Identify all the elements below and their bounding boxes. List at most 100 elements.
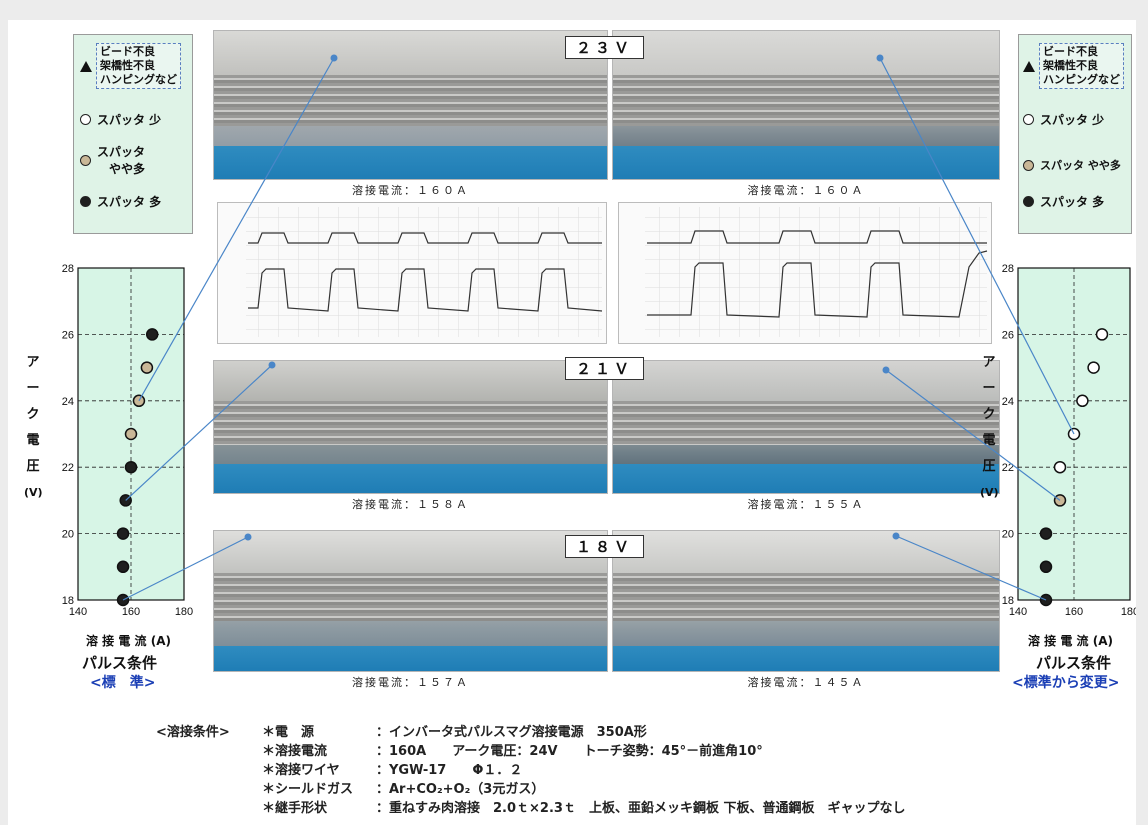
data-point	[140, 361, 154, 374]
data-point	[1039, 560, 1053, 574]
triangle-icon	[1023, 60, 1035, 72]
y-tick-label: 24	[62, 396, 74, 408]
legend-text: やや多	[109, 162, 146, 176]
waveform-std-23v	[217, 202, 607, 344]
graph-subtitle-left: <標 準>	[90, 675, 156, 691]
plate-band	[214, 463, 607, 493]
legend-text: ビード不良	[100, 45, 155, 58]
x-axis-label-left: 溶 接 電 流 (A)	[86, 634, 171, 648]
condition-label: ＊シールドガス	[262, 782, 354, 797]
waveform-chg-23v	[618, 202, 992, 344]
y-axis-label-right: ア ー ク 電 圧 (V)	[980, 350, 999, 506]
legend-text: スパッタ 少	[97, 113, 162, 127]
x-tick-label: 180	[175, 606, 193, 618]
bead-photo-std-21v: 溶接電流：１５８Ａ	[213, 360, 608, 511]
x-tick-label: 140	[1009, 606, 1027, 618]
legend-right: ビード不良 架橋性不良 ハンピングなど スパッタ 少 スパッタ やや多 スパッタ…	[1018, 34, 1132, 234]
photo-caption: 溶接電流：１６０Ａ	[352, 184, 469, 197]
legend-dark-row: スパッタ 多	[1023, 193, 1104, 210]
condition-value: ：重ねすみ肉溶接 2.0ｔ×2.3ｔ 上板、亜鉛メッキ鋼板 下板、普通鋼板 ギャ…	[376, 801, 906, 816]
plate-band	[214, 146, 607, 179]
data-point	[1039, 527, 1053, 540]
y-label-char: ク	[26, 407, 40, 422]
y-label-char: ー	[26, 381, 40, 396]
graph-title-left: パルス条件	[82, 654, 158, 672]
voltage-label-23v: ２３Ｖ	[565, 36, 645, 59]
plate-band	[214, 645, 607, 671]
legend-text: スパッタ 少	[1040, 113, 1105, 127]
legend-text: ハンピングなど	[100, 73, 177, 86]
weld-bead	[613, 400, 999, 446]
condition-value: ：Ar+CO₂+O₂（3元ガス）	[376, 782, 545, 797]
data-point	[124, 460, 138, 474]
y-label-char: ー	[982, 381, 996, 396]
data-point	[1087, 361, 1100, 374]
triangle-icon	[80, 60, 92, 72]
y-tick-label: 26	[1002, 329, 1014, 341]
legend-text: ハンピングなど	[1043, 73, 1120, 86]
plate-band	[613, 463, 999, 493]
voltage-label-18v: １８Ｖ	[565, 535, 645, 558]
y-label-char: 電	[26, 433, 40, 448]
tan-circle-icon	[1023, 159, 1034, 171]
graph-title-right: パルス条件	[1036, 654, 1112, 672]
weld-bead	[214, 400, 607, 446]
photo-caption: 溶接電流：１５８Ａ	[352, 498, 469, 511]
chart-overlay: 18 20 22 24 26 28 140 160 180 18 20 22 24 26 28 140 160 1…	[62, 54, 1136, 618]
y-label-char: ア	[982, 355, 996, 370]
weld-bead	[613, 75, 999, 126]
connector-line	[125, 364, 273, 501]
data-point	[1053, 460, 1067, 474]
weld-bead	[613, 573, 999, 621]
legend-text: スパッタ やや多	[1040, 159, 1121, 172]
x-tick-label: 160	[1065, 606, 1083, 618]
connector-anchor	[244, 533, 252, 541]
graph-subtitle-right: <標準から変更>	[1012, 675, 1120, 691]
plate-band	[613, 645, 999, 671]
legend-text: ビード不良	[1043, 45, 1098, 58]
data-point	[124, 427, 138, 441]
bead-photo-chg-21v: 溶接電流：１５５Ａ	[612, 360, 1000, 511]
weld-bead	[214, 75, 607, 126]
legend-text: スパッタ 多	[1040, 195, 1105, 209]
connector-anchor	[876, 54, 884, 62]
bead-photo-chg-18v: 溶接電流：１４５Ａ	[612, 530, 1000, 689]
condition-label: ＊継手形状	[262, 801, 328, 816]
legend-bead-text: ビード不良 架橋性不良 ハンピングなど	[96, 43, 181, 89]
legend-text: スパッタ	[97, 145, 146, 159]
legend-bead-text: ビード不良 架橋性不良 ハンピングなど	[1039, 43, 1124, 89]
y-tick-label: 18	[62, 595, 74, 607]
figure-panel: ビード不良 架橋性不良 ハンピングなど スパッタ 少 スパッタ やや多 スパッタ…	[8, 20, 1136, 825]
y-tick-label: 20	[1002, 529, 1014, 541]
y-tick-label: 22	[62, 462, 74, 474]
condition-value: ：160A アーク電圧：24V トーチ姿勢：45°－前進角10°	[376, 744, 763, 759]
legend-text: 架橋性不良	[100, 59, 155, 72]
dark-circle-icon	[80, 196, 91, 207]
photo-caption: 溶接電流：１５５Ａ	[747, 498, 865, 511]
legend-text: スパッタ 多	[97, 195, 162, 209]
waveform-svg	[645, 207, 988, 337]
x-tick-label: 180	[1121, 606, 1136, 618]
bead-photo-std-18v: 溶接電流：１５７Ａ	[213, 530, 608, 689]
bead-photo-chg-23v: 溶接電流：１６０Ａ	[612, 30, 1000, 197]
y-label-char: (V)	[24, 486, 43, 499]
condition-label: ＊溶接電流	[262, 744, 328, 759]
condition-value: ：インバータ式パルスマグ溶接電源 350A形	[376, 725, 647, 740]
conditions-heading: <溶接条件>	[156, 725, 230, 740]
y-tick-label: 24	[1002, 396, 1014, 408]
legend-bead-row: ビード不良 架橋性不良 ハンピングなど	[1023, 43, 1124, 89]
connector-line	[895, 535, 1047, 601]
open-circle-icon	[80, 114, 91, 125]
x-tick-label: 140	[69, 606, 87, 618]
legend-open-row: スパッタ 少	[80, 111, 161, 128]
condition-value: ：YGW-17 Φ１．２	[376, 763, 523, 778]
y-tick-label: 26	[62, 329, 74, 341]
y-tick-label: 20	[62, 529, 74, 541]
photo-caption: 溶接電流：１５７Ａ	[352, 676, 469, 689]
y-label-char: 圧	[982, 459, 996, 474]
connector-anchor	[330, 54, 338, 62]
waveform-svg	[246, 207, 603, 337]
data-point	[145, 328, 159, 341]
connector-line	[885, 369, 1061, 501]
connector-anchor	[892, 532, 900, 540]
